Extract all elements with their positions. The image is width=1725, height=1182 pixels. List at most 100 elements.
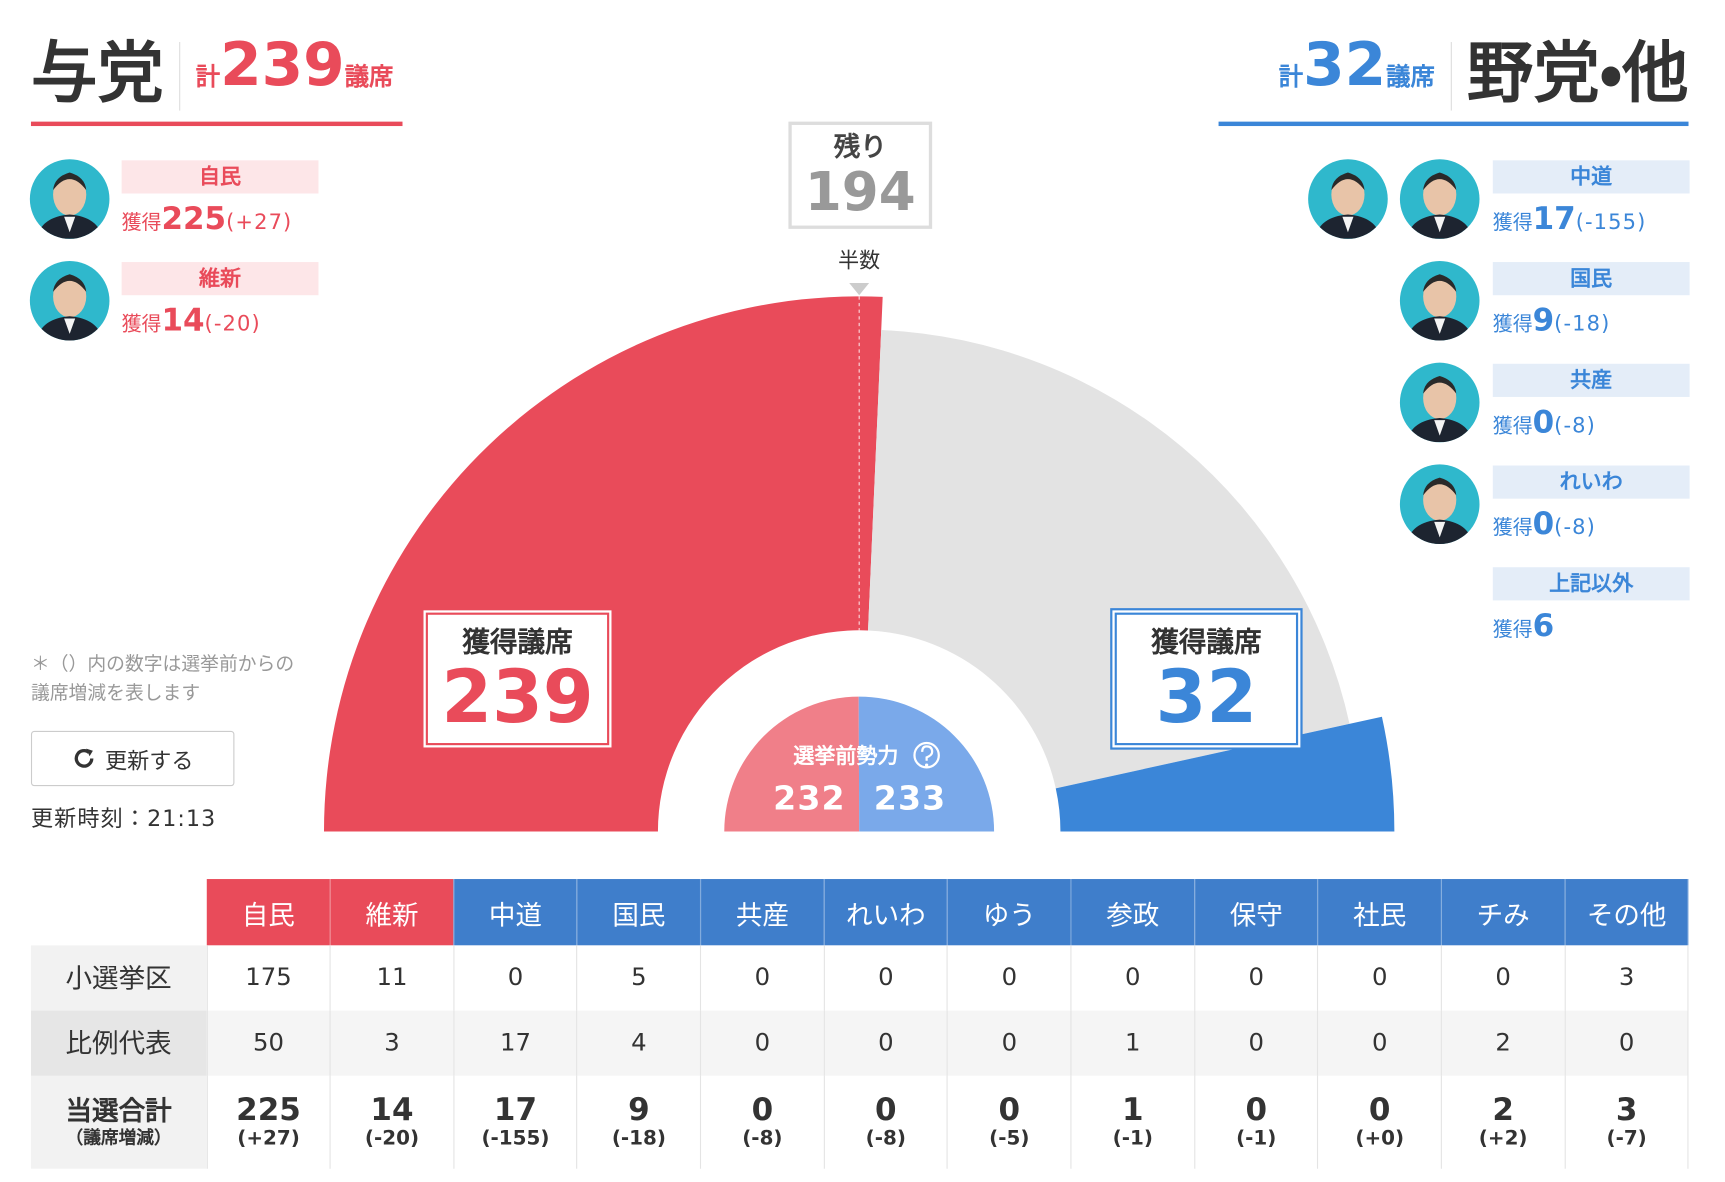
party-result: 獲得 17 (-155) bbox=[1493, 200, 1647, 236]
table-cell: 0 bbox=[1194, 945, 1319, 1011]
help-circle bbox=[913, 741, 940, 769]
row-label: 比例代表 bbox=[30, 1010, 208, 1076]
cell-value: 0 bbox=[507, 964, 524, 992]
column-header: 中道 bbox=[453, 879, 578, 946]
column-header: 自民 bbox=[206, 879, 331, 946]
cell-value: 0 bbox=[1371, 1029, 1388, 1058]
table-cell: 2 (+2) bbox=[1441, 1075, 1566, 1169]
won-value: 0 bbox=[1532, 403, 1555, 441]
table-cell: 225 (+27) bbox=[206, 1075, 331, 1169]
won-value: 6 bbox=[1532, 607, 1555, 644]
help-mark bbox=[921, 745, 934, 761]
party-name: 共産 bbox=[1492, 363, 1690, 397]
total-prefix: 計 bbox=[195, 64, 221, 92]
help-dot bbox=[924, 763, 929, 767]
total-value: 32 bbox=[1303, 29, 1387, 100]
table-cell: 0 bbox=[1564, 1010, 1689, 1076]
candidate-photo bbox=[1399, 362, 1480, 443]
column-header: チみ bbox=[1441, 879, 1566, 946]
table-row: 比例代表 50 3 17 4 0 0 0 1 0 0 2 0 bbox=[30, 1010, 1689, 1076]
column-header: 参政 bbox=[1071, 879, 1196, 946]
opposition-header: 計 32 議席 野党・他 bbox=[1219, 29, 1689, 117]
party-result: 獲得 0 (-8) bbox=[1493, 404, 1596, 440]
cell-value: 11 bbox=[376, 964, 408, 992]
candidate-photo bbox=[1399, 159, 1480, 239]
column-header: 国民 bbox=[577, 879, 702, 946]
column-header: 維新 bbox=[330, 879, 455, 946]
total-value: 0 bbox=[1245, 1091, 1268, 1128]
candidate-photo bbox=[1308, 159, 1388, 239]
column-header: その他 bbox=[1564, 879, 1689, 946]
won-label: 獲得 bbox=[1492, 618, 1533, 642]
party-name: 自民 bbox=[121, 160, 319, 194]
total-unit: 議席 bbox=[344, 64, 394, 92]
cell-value: 0 bbox=[878, 1029, 894, 1058]
note-line: 議席増減を表します bbox=[30, 682, 201, 705]
party-name: 維新 bbox=[121, 262, 319, 296]
total-change: (-1) bbox=[1236, 1126, 1277, 1150]
total-value: 225 bbox=[236, 1091, 301, 1128]
table-cell: 14 (-20) bbox=[330, 1075, 455, 1169]
cell-value: 0 bbox=[754, 1029, 771, 1058]
row-label-text: 小選挙区 bbox=[65, 962, 172, 994]
total-change: (-20) bbox=[364, 1126, 420, 1150]
photo-portrait bbox=[1406, 274, 1473, 341]
table-cell: 175 bbox=[206, 945, 331, 1011]
seat-box-label: 獲得議席 bbox=[462, 625, 573, 658]
total-value: 17 bbox=[493, 1091, 537, 1128]
cell-value: 0 bbox=[1001, 1029, 1018, 1058]
total-change: (+27) bbox=[237, 1126, 300, 1150]
help-icon bbox=[913, 741, 940, 769]
table-row: 小選挙区 175 11 0 5 0 0 0 0 0 0 0 3 bbox=[30, 945, 1689, 1011]
table-cell: 2 bbox=[1441, 1010, 1566, 1076]
row-label: 当選合計 （議席増減） bbox=[30, 1075, 208, 1169]
total-change: (-18) bbox=[611, 1126, 666, 1150]
total-unit: 議席 bbox=[1386, 64, 1435, 92]
update-time: 更新時刻：21:13 bbox=[30, 804, 217, 832]
bloc-name: 与党 bbox=[30, 35, 164, 113]
total-value: 0 bbox=[875, 1091, 897, 1128]
cell-value: 0 bbox=[754, 964, 771, 992]
won-change: (+27) bbox=[226, 210, 293, 235]
party-result: 獲得 9 (-18) bbox=[1493, 302, 1611, 338]
won-label: 獲得 bbox=[1492, 516, 1533, 540]
total-value: 0 bbox=[1368, 1091, 1391, 1128]
table-cell: 11 bbox=[330, 945, 455, 1011]
photo-portrait bbox=[1314, 172, 1382, 239]
table-cell: 0 bbox=[1071, 945, 1196, 1011]
party-name: 国民 bbox=[1492, 262, 1690, 296]
won-value: 9 bbox=[1532, 301, 1555, 339]
candidate-photo bbox=[29, 260, 110, 341]
total-change: (-1) bbox=[1112, 1126, 1153, 1150]
table-cell: 5 bbox=[577, 945, 702, 1011]
corner-cell bbox=[30, 879, 207, 946]
party-result: 獲得 0 (-8) bbox=[1493, 505, 1596, 541]
cell-value: 0 bbox=[1248, 1029, 1264, 1058]
seat-box-label: 獲得議席 bbox=[1151, 625, 1262, 658]
divider bbox=[1450, 42, 1452, 111]
refresh-button[interactable]: 更新する bbox=[30, 730, 235, 787]
table-cell: 0 bbox=[1317, 1010, 1442, 1076]
cell-value: 2 bbox=[1495, 1029, 1511, 1058]
cell-value: 0 bbox=[1371, 964, 1388, 992]
results-table: 自民 維新 中道 国民 共産 れいわ ゆう 参政 保守 社民 チみ その他 小選挙区 175 11 0 5 0 0 0… bbox=[30, 879, 1689, 1169]
table-cell: 1 bbox=[1071, 1010, 1196, 1076]
opposition-underline bbox=[1218, 121, 1689, 127]
total-value: 3 bbox=[1615, 1091, 1638, 1128]
seat-box-value: 32 bbox=[1155, 654, 1258, 740]
table-cell: 4 bbox=[577, 1010, 702, 1076]
pre-label: 選挙前勢力 bbox=[793, 744, 898, 768]
table-cell: 3 (-7) bbox=[1564, 1075, 1689, 1169]
table-cell: 9 (-18) bbox=[577, 1075, 702, 1169]
refresh-label: 更新する bbox=[105, 746, 194, 774]
bloc-total: 計 32 議席 bbox=[1279, 27, 1435, 118]
pre-opposition-value: 233 bbox=[874, 778, 947, 817]
table-cell: 1 (-1) bbox=[1071, 1075, 1196, 1169]
won-change: (-18) bbox=[1554, 311, 1611, 337]
won-value: 225 bbox=[161, 200, 227, 237]
won-change: (-20) bbox=[204, 311, 261, 337]
won-label: 獲得 bbox=[121, 312, 162, 337]
total-value: 0 bbox=[751, 1091, 774, 1128]
cell-value: 175 bbox=[245, 964, 292, 992]
table-cell: 0 (-5) bbox=[947, 1075, 1072, 1169]
